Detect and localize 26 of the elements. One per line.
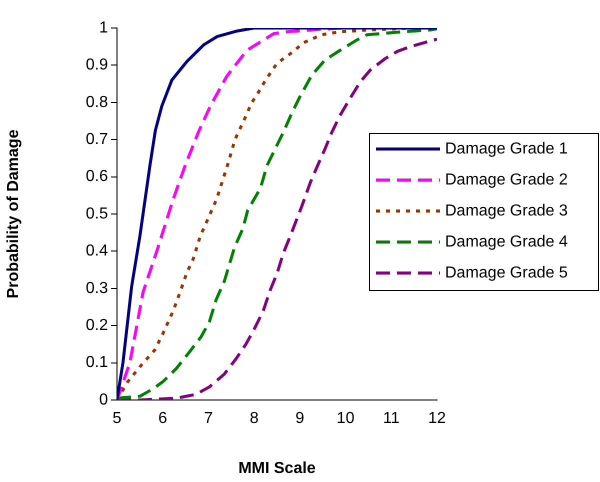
y-tick-label: 0.7: [86, 131, 108, 148]
legend-label: Damage Grade 4: [445, 233, 568, 250]
x-tick-label: 8: [250, 410, 259, 428]
legend-label: Damage Grade 2: [445, 171, 568, 188]
x-tick-label: 11: [382, 410, 400, 428]
y-tick-label: 0.6: [86, 168, 108, 186]
y-tick-label: 0.3: [86, 280, 108, 297]
x-tick-label: 7: [204, 410, 213, 428]
legend-label: Damage Grade 5: [445, 264, 568, 282]
y-tick-label: 0.1: [86, 354, 108, 372]
x-tick-label: 12: [428, 410, 446, 428]
y-tick-label: 1: [99, 19, 108, 36]
legend-label: Damage Grade 3: [445, 202, 568, 220]
y-tick-label: 0: [99, 391, 108, 408]
y-tick-label: 0.2: [86, 317, 108, 334]
legend-label: Damage Grade 1: [445, 140, 568, 158]
x-tick-label: 6: [158, 410, 168, 428]
y-axis-title: Probability of Damage: [5, 129, 22, 298]
x-tick-label: 10: [336, 410, 355, 428]
y-tick-label: 0.8: [86, 94, 108, 111]
x-axis-title: MMI Scale: [238, 460, 316, 477]
y-tick-label: 0.5: [86, 205, 108, 222]
y-tick-label: 0.9: [86, 56, 108, 74]
y-tick-label: 0.4: [86, 242, 108, 260]
x-tick-label: 5: [112, 410, 122, 428]
x-tick-label: 9: [295, 410, 304, 428]
